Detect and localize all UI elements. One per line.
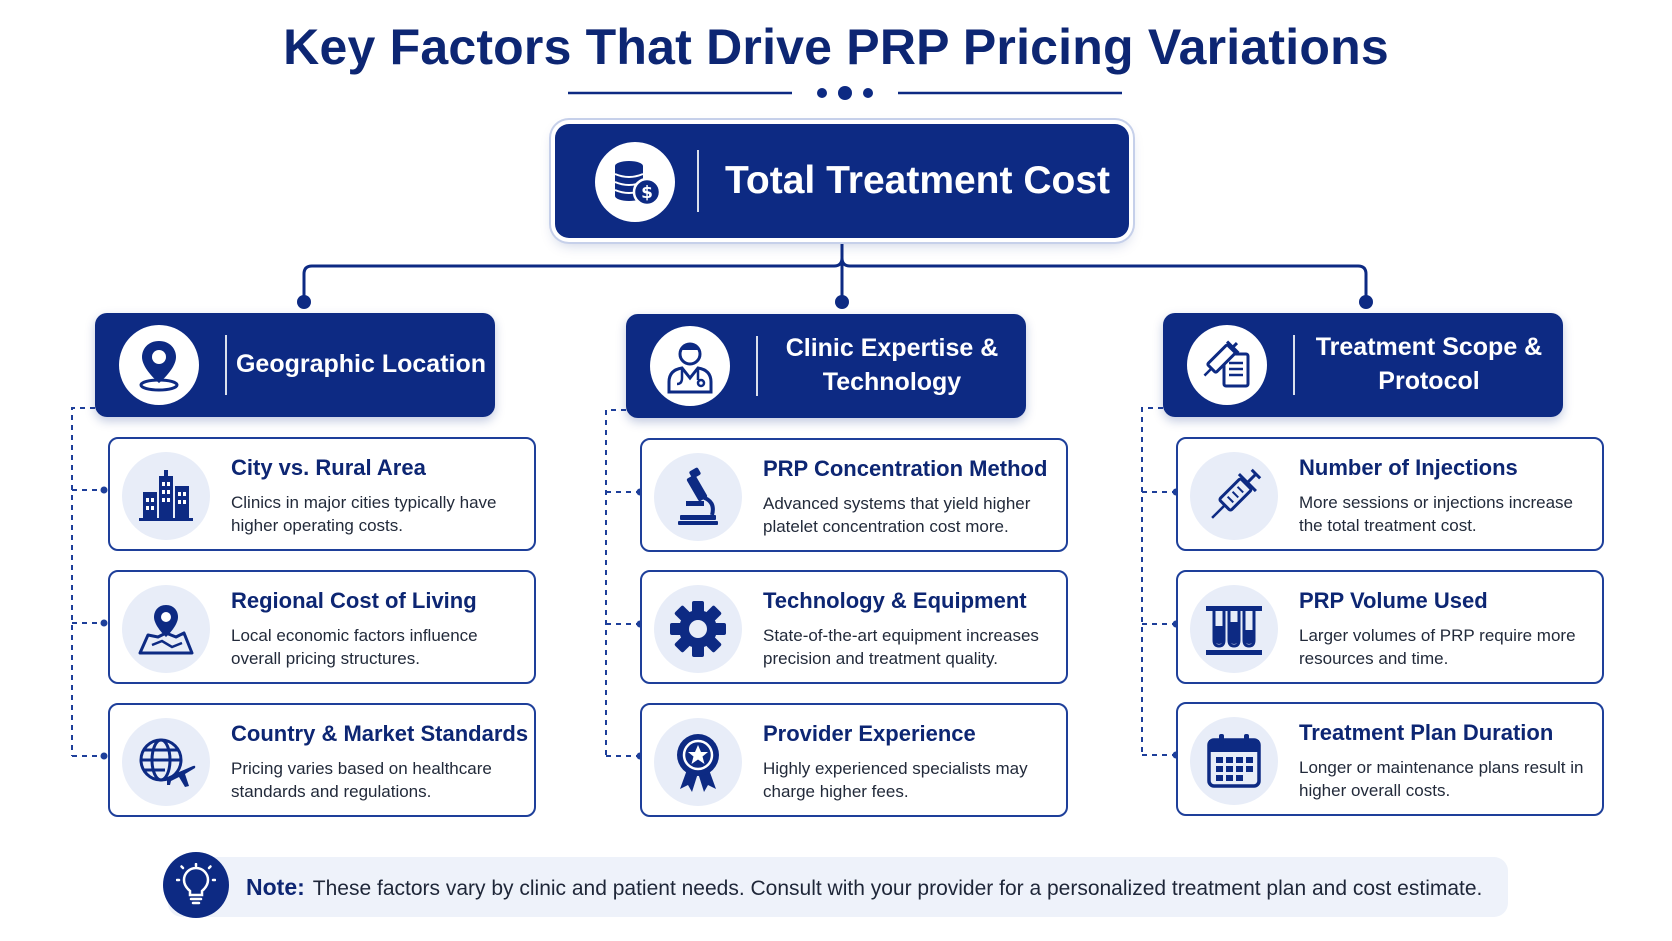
root-label: Total Treatment Cost: [725, 159, 1110, 202]
test-tubes-icon: [1190, 585, 1278, 673]
factor-title: Provider Experience: [763, 721, 976, 746]
factor-title: Treatment Plan Duration: [1299, 720, 1554, 745]
syringe-icon: [1190, 452, 1278, 540]
tree-connectors: [302, 238, 1368, 300]
note-label: Note:: [246, 874, 305, 900]
note-body: These factors vary by clinic and patient…: [312, 877, 1483, 900]
factor-description: Larger volumes of PRP require more resou…: [1299, 626, 1576, 668]
factor-description: Pricing varies based on healthcare stand…: [231, 759, 492, 801]
factor-description: Clinics in major cities typically have h…: [231, 493, 497, 535]
factor-card: Technology & Equipment State-of-the-art …: [640, 570, 1068, 684]
factor-description: Highly experienced specialists may charg…: [763, 759, 1028, 801]
gear-icon: [654, 585, 742, 673]
lightbulb-icon: [163, 852, 229, 918]
factor-card: PRP Concentration Method Advanced system…: [640, 438, 1068, 552]
category-geographic-location: Geographic Location: [95, 313, 495, 417]
location-pin-icon: [119, 325, 199, 405]
factor-title: Regional Cost of Living: [231, 588, 477, 613]
calendar-icon: [1190, 717, 1278, 805]
factor-card: Country & Market Standards Pricing varie…: [108, 703, 536, 817]
factor-card: Treatment Plan Duration Longer or mainte…: [1176, 702, 1604, 816]
category-label: Clinic Expertise & Technology: [785, 334, 999, 396]
title-dots: [817, 86, 873, 100]
city-buildings-icon: [122, 452, 210, 540]
category-label: Treatment Scope & Protocol: [1315, 333, 1543, 395]
coins-dollar-icon: $: [595, 142, 675, 222]
note-text: Note: These factors vary by clinic and pa…: [246, 857, 1482, 917]
category-clinic-expertise: Clinic Expertise & Technology: [626, 314, 1026, 418]
globe-plane-icon: [122, 718, 210, 806]
note-bar: [168, 857, 1508, 917]
factor-description: State-of-the-art equipment increases pre…: [763, 626, 1039, 668]
factor-description: Longer or maintenance plans result in hi…: [1299, 758, 1584, 800]
factor-title: Country & Market Standards: [231, 721, 529, 746]
page-title: Key Factors That Drive PRP Pricing Varia…: [283, 19, 1389, 75]
factor-description: Advanced systems that yield higher plate…: [763, 494, 1031, 536]
microscope-icon: [654, 453, 742, 541]
factor-card: City vs. Rural Area Clinics in major cit…: [108, 437, 536, 551]
factor-title: City vs. Rural Area: [231, 455, 426, 480]
doctor-icon: [650, 326, 730, 406]
factor-card: Regional Cost of Living Local economic f…: [108, 570, 536, 684]
factor-title: Technology & Equipment: [763, 588, 1027, 613]
factor-card: PRP Volume Used Larger volumes of PRP re…: [1176, 570, 1604, 684]
map-pin-icon: [122, 585, 210, 673]
svg-text:$: $: [641, 183, 653, 203]
factor-card: Number of Injections More sessions or in…: [1176, 437, 1604, 551]
category-treatment-scope: Treatment Scope & Protocol: [1163, 313, 1563, 417]
factor-title: PRP Concentration Method: [763, 456, 1048, 481]
category-label: Geographic Location: [235, 350, 487, 379]
factor-description: Local economic factors influence overall…: [231, 626, 478, 668]
factor-description: More sessions or injections increase the…: [1299, 493, 1574, 535]
factor-card: Provider Experience Highly experienced s…: [640, 703, 1068, 817]
award-ribbon-icon: [654, 718, 742, 806]
syringe-document-icon: [1187, 325, 1267, 405]
factor-title: Number of Injections: [1299, 455, 1518, 480]
factor-title: PRP Volume Used: [1299, 588, 1488, 613]
root-node-total-treatment-cost: $ Total Treatment Cost: [555, 124, 1129, 238]
branch-dashed-lines: [71, 407, 1176, 757]
